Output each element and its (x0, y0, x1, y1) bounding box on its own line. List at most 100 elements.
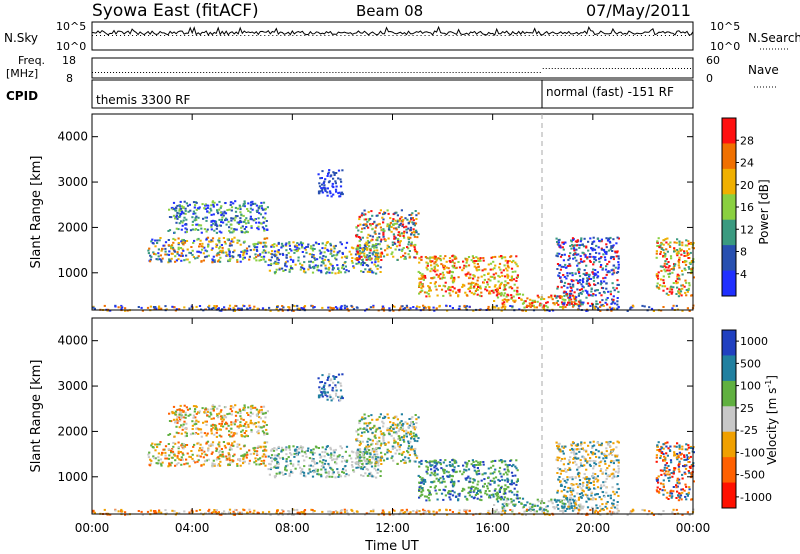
power-cell (183, 200, 186, 203)
power-cell (398, 248, 401, 251)
velocity-cell (365, 445, 368, 448)
power-cell (605, 298, 608, 301)
freq-dot (503, 72, 505, 73)
velocity-cell (191, 424, 194, 427)
power-cell (556, 241, 559, 243)
velocity-cell (331, 459, 334, 462)
velocity-cell (324, 459, 327, 462)
power-cell (483, 274, 486, 277)
power-cell (422, 278, 425, 281)
power-cell (243, 240, 246, 243)
power-cell (331, 271, 334, 274)
freq-dot (176, 72, 178, 73)
power-cell (198, 243, 202, 246)
power-cell (576, 282, 580, 285)
power-cell (226, 238, 229, 241)
velocity-cell (498, 479, 501, 482)
power-cell (343, 307, 347, 310)
power-cell (386, 253, 389, 256)
velocity-cell (490, 493, 493, 496)
power-cell (361, 212, 364, 215)
velocity-cell (396, 418, 399, 421)
power-cell (167, 253, 170, 256)
power-cell (181, 211, 184, 214)
power-cell (612, 238, 615, 241)
power-cell (426, 262, 429, 265)
velocity-cell (240, 454, 243, 457)
velocity-cell (293, 452, 296, 455)
velocity-cell (496, 497, 499, 500)
velocity-cell (352, 469, 355, 472)
power-cell (368, 245, 371, 248)
freq-dot (320, 72, 322, 73)
velocity-cell (171, 450, 175, 453)
power-cell (601, 303, 604, 306)
velocity-cell (172, 441, 175, 444)
freq-dot (272, 72, 274, 73)
power-cell (475, 282, 478, 285)
velocity-cell (432, 460, 435, 463)
velocity-cell (397, 442, 400, 445)
power-cell (508, 260, 511, 263)
power-cell (676, 238, 679, 241)
velocity-cell (398, 445, 401, 448)
power-cell (664, 260, 667, 263)
power-cell (592, 276, 595, 279)
velocity-cell (360, 459, 363, 462)
power-cell (311, 305, 314, 307)
velocity-cell (390, 430, 393, 432)
velocity-cell (447, 471, 450, 474)
velocity-cell (257, 421, 260, 424)
velocity-cell (193, 443, 196, 446)
velocity-cell (358, 453, 361, 456)
velocity-cell (179, 459, 182, 461)
power-cell (213, 259, 216, 262)
power-cell (451, 259, 454, 262)
velocity-cell (356, 450, 359, 452)
velocity-cell (226, 458, 229, 461)
power-cell (284, 269, 287, 271)
power-cell (311, 271, 315, 274)
power-cell (262, 201, 266, 204)
power-cell (612, 264, 616, 267)
freq-dot (659, 68, 661, 69)
power-cell (326, 175, 329, 177)
power-cell (403, 230, 406, 233)
velocity-cell (472, 481, 475, 484)
power-cell (175, 308, 178, 311)
power-cell (576, 264, 579, 267)
power-cell (547, 296, 550, 299)
power-cell (178, 216, 181, 218)
velocity-cell (301, 468, 304, 471)
power-cell (506, 261, 509, 264)
velocity-cell (177, 452, 180, 455)
noise-search-dot (540, 35, 542, 36)
velocity-cell (195, 412, 198, 415)
power-cell (562, 242, 565, 245)
power-cell (579, 255, 582, 258)
power-cell (303, 261, 306, 264)
power-cell (183, 241, 187, 244)
velocity-cell (480, 479, 483, 482)
velocity-cell (394, 452, 397, 455)
velocity-cell (156, 443, 159, 446)
freq-dot (686, 68, 688, 69)
freq-dot (563, 68, 565, 69)
velocity-cell (321, 392, 324, 395)
power-cell (688, 248, 691, 251)
power-cell (430, 264, 433, 267)
power-cell (205, 250, 209, 253)
velocity-cell (314, 462, 317, 465)
power-cell (227, 259, 230, 262)
power-cell (193, 239, 196, 242)
power-cell (570, 279, 573, 282)
power-cell (414, 256, 417, 259)
freq-dot (98, 72, 100, 73)
power-cell (673, 247, 676, 250)
power-cell (474, 290, 477, 292)
velocity-cell (421, 479, 424, 482)
velocity-cell (184, 427, 187, 430)
power-cell (197, 224, 200, 227)
velocity-cell (486, 487, 489, 490)
